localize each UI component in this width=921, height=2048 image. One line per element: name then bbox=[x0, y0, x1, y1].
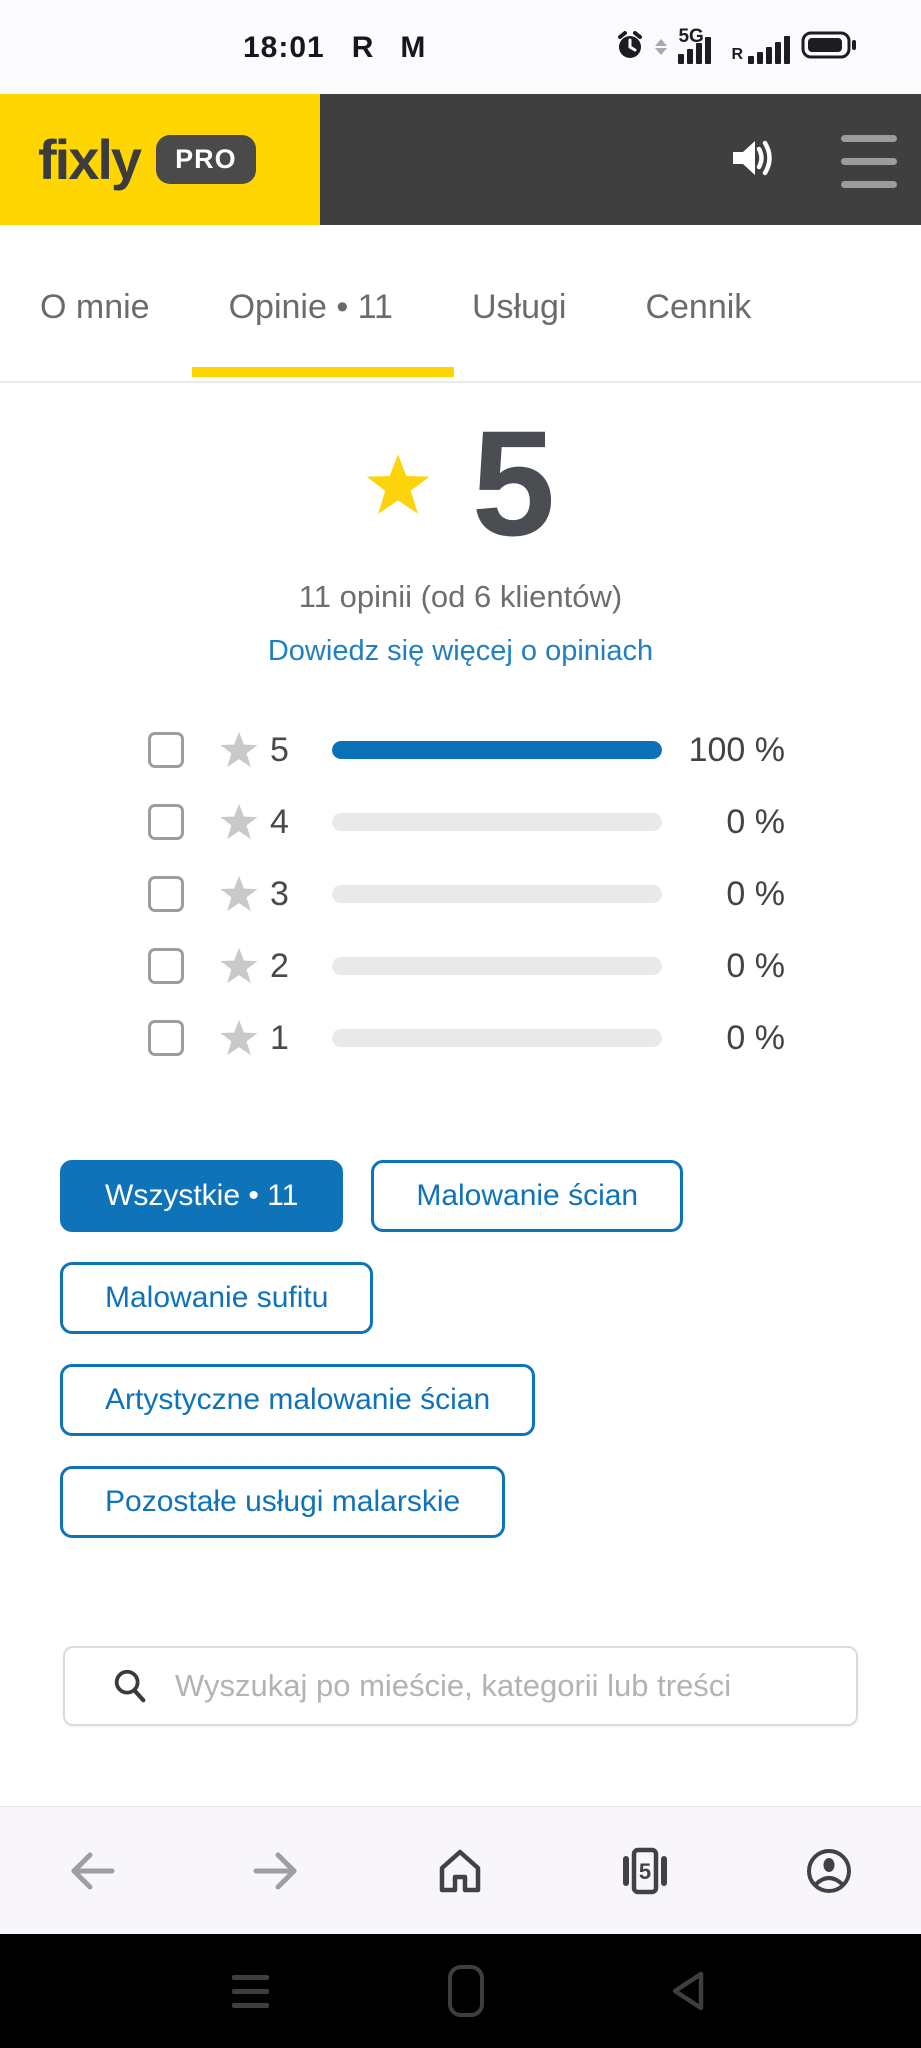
android-back-button[interactable] bbox=[650, 1934, 726, 2048]
filter-chip[interactable]: Malowanie ścian bbox=[371, 1160, 684, 1232]
percentage-bar bbox=[332, 813, 662, 831]
percentage-label: 0 % bbox=[726, 874, 785, 913]
percentage-bar-fill bbox=[332, 741, 662, 759]
tab-uslugi[interactable]: Usługi bbox=[471, 288, 567, 326]
clock-time: 18:01 bbox=[243, 31, 325, 64]
gray-star-icon bbox=[220, 947, 258, 984]
fixly-logo[interactable]: fixly PRO bbox=[0, 94, 320, 225]
gray-star-icon bbox=[220, 731, 258, 768]
star-filter-checkbox[interactable] bbox=[148, 732, 184, 768]
rating-breakdown: 5 100 % 4 0 % 3 0 % bbox=[0, 730, 921, 1057]
rating-score: 5 bbox=[471, 399, 556, 567]
rating-star-icon bbox=[366, 454, 430, 514]
tab-cennik[interactable]: Cennik bbox=[645, 288, 752, 326]
active-tab-underline bbox=[192, 367, 454, 377]
android-menu-button[interactable] bbox=[212, 1934, 288, 2048]
filter-chip[interactable]: Malowanie sufitu bbox=[60, 1262, 374, 1334]
browser-home-button[interactable] bbox=[432, 1843, 488, 1899]
pro-badge: PRO bbox=[156, 135, 256, 184]
status-left-cluster: 18:01 R M bbox=[243, 31, 425, 65]
browser-forward-button[interactable] bbox=[248, 1843, 304, 1899]
battery-icon bbox=[801, 30, 857, 65]
profile-tab-bar: O mnie Opinie • 11 Usługi Cennik bbox=[0, 225, 921, 383]
percentage-bar bbox=[332, 1029, 662, 1047]
browser-tabs-button[interactable]: 5 bbox=[617, 1843, 673, 1899]
fixly-logo-text: fixly bbox=[38, 128, 142, 191]
tab-o-mnie[interactable]: O mnie bbox=[40, 288, 150, 326]
search-icon bbox=[114, 1669, 146, 1703]
status-right-cluster: 5G R bbox=[616, 0, 857, 94]
menu-hamburger-icon[interactable] bbox=[841, 135, 897, 188]
alarm-clock-icon bbox=[616, 30, 644, 65]
star-count-label: 2 bbox=[270, 946, 289, 985]
filter-chip[interactable]: Artystyczne malowanie ścian bbox=[60, 1364, 536, 1436]
android-home-button[interactable] bbox=[428, 1934, 504, 2048]
tab-opinie[interactable]: Opinie • 11 bbox=[228, 288, 393, 326]
browser-navigation-bar: 5 bbox=[0, 1806, 921, 1934]
network-activity-arrows-icon bbox=[655, 39, 668, 55]
rating-breakdown-row: 2 0 % bbox=[0, 946, 921, 985]
rating-breakdown-row: 5 100 % bbox=[0, 730, 921, 769]
tab-count-label: 5 bbox=[639, 1859, 651, 1884]
category-filter-chips: Wszystkie • 11 Malowanie ścian Malowanie… bbox=[0, 1160, 921, 1538]
percentage-label: 0 % bbox=[726, 1018, 785, 1057]
gray-star-icon bbox=[220, 875, 258, 912]
android-navigation-bar bbox=[0, 1934, 921, 2048]
gray-star-icon bbox=[220, 803, 258, 840]
percentage-bar bbox=[332, 741, 662, 759]
filter-chip[interactable]: Pozostałe usługi malarskie bbox=[60, 1466, 506, 1538]
reviews-info-link[interactable]: Dowiedz się więcej o opiniach bbox=[267, 635, 654, 667]
percentage-label: 0 % bbox=[726, 946, 785, 985]
search-input[interactable] bbox=[175, 1668, 856, 1704]
carrier-r-icon: R bbox=[351, 31, 374, 64]
5g-signal-icon: 5G bbox=[678, 26, 720, 66]
star-count-label: 3 bbox=[270, 874, 289, 913]
percentage-label: 100 % bbox=[688, 730, 785, 769]
star-count-label: 1 bbox=[270, 1018, 289, 1057]
percentage-bar bbox=[332, 957, 662, 975]
star-count-label: 5 bbox=[270, 730, 289, 769]
browser-back-button[interactable] bbox=[64, 1843, 120, 1899]
search-box[interactable] bbox=[63, 1646, 858, 1726]
star-filter-checkbox[interactable] bbox=[148, 804, 184, 840]
sound-speaker-icon[interactable] bbox=[725, 131, 777, 187]
status-bar: 18:01 R M 5G bbox=[0, 0, 921, 94]
star-filter-checkbox[interactable] bbox=[148, 1020, 184, 1056]
rating-breakdown-row: 4 0 % bbox=[0, 802, 921, 841]
browser-profile-button[interactable] bbox=[801, 1843, 857, 1899]
reviews-count-text: 11 opinii (od 6 klientów) bbox=[298, 579, 623, 614]
percentage-bar bbox=[332, 885, 662, 903]
filter-chip[interactable]: Wszystkie • 11 bbox=[60, 1160, 344, 1232]
star-filter-checkbox[interactable] bbox=[148, 948, 184, 984]
gray-star-icon bbox=[220, 1019, 258, 1056]
rating-summary: 5 11 opinii (od 6 klientów) Dowiedz się … bbox=[0, 399, 921, 668]
roaming-signal-icon: R bbox=[731, 28, 790, 66]
app-header: fixly PRO bbox=[0, 94, 921, 225]
percentage-label: 0 % bbox=[726, 802, 785, 841]
star-filter-checkbox[interactable] bbox=[148, 876, 184, 912]
rating-breakdown-row: 3 0 % bbox=[0, 874, 921, 913]
rating-breakdown-row: 1 0 % bbox=[0, 1018, 921, 1057]
star-count-label: 4 bbox=[270, 802, 289, 841]
gmail-m-icon: M bbox=[400, 31, 426, 64]
